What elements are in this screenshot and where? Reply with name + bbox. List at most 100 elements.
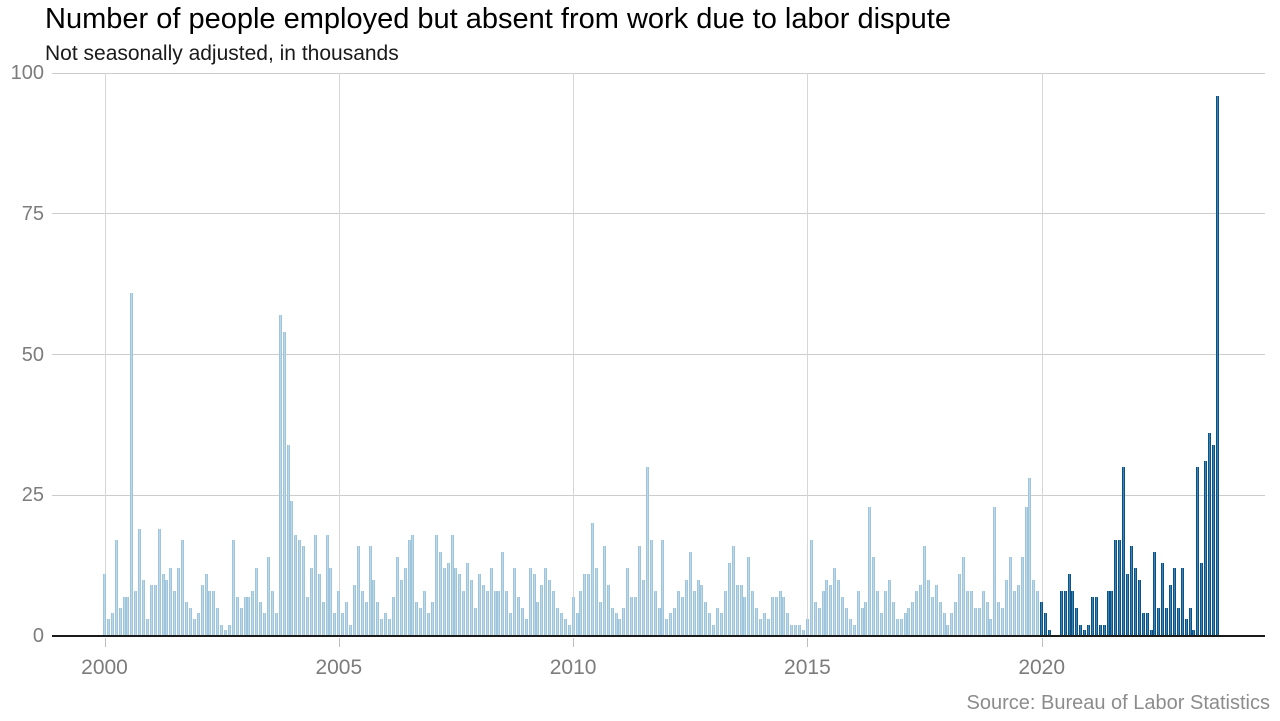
bar — [860, 607, 864, 636]
bar — [395, 557, 399, 636]
bar — [325, 534, 329, 636]
gridline-v-2005 — [338, 73, 340, 636]
bar — [493, 590, 497, 636]
bar — [1024, 506, 1028, 636]
bar — [188, 607, 192, 636]
bar — [727, 562, 731, 636]
bar — [626, 568, 630, 636]
bar — [536, 602, 540, 636]
bar — [950, 613, 954, 636]
bar — [942, 613, 946, 636]
bar — [1063, 590, 1067, 636]
x-tick-label-2000: 2000 — [81, 656, 128, 679]
bar — [598, 602, 602, 636]
bar — [130, 292, 134, 636]
bar — [1028, 478, 1032, 636]
bar — [497, 590, 501, 636]
bar — [1192, 630, 1196, 636]
bar — [786, 613, 790, 636]
bar — [114, 540, 118, 636]
y-tick-label-50: 50 — [21, 343, 44, 366]
bar — [657, 607, 661, 636]
bar — [985, 602, 989, 636]
bar — [899, 619, 903, 636]
bar — [766, 619, 770, 636]
bar — [282, 331, 286, 636]
bar — [138, 529, 142, 636]
gridline-h-25 — [52, 494, 1265, 496]
bar — [216, 607, 220, 636]
bar — [1098, 624, 1102, 636]
bar — [563, 619, 567, 636]
bar — [673, 607, 677, 636]
bar — [126, 596, 130, 636]
bar — [251, 590, 255, 636]
bar — [579, 590, 583, 636]
bar — [798, 624, 802, 636]
bar — [302, 545, 306, 636]
plot-area — [52, 72, 1265, 637]
bar — [962, 557, 966, 636]
bar — [122, 596, 126, 636]
bar — [915, 590, 919, 636]
bar — [794, 624, 798, 636]
bar — [1172, 568, 1176, 636]
bar — [239, 607, 243, 636]
bar — [368, 545, 372, 636]
bar — [337, 590, 341, 636]
bar — [407, 540, 411, 636]
bar — [313, 534, 317, 636]
bar — [1040, 602, 1044, 636]
bar — [774, 596, 778, 636]
bar — [1036, 590, 1040, 636]
bar — [309, 568, 313, 636]
bar — [1079, 624, 1083, 636]
bar — [391, 596, 395, 636]
bar — [1130, 545, 1133, 636]
bar — [1176, 607, 1180, 636]
bar — [329, 568, 333, 636]
bar — [458, 574, 462, 636]
bar — [1110, 590, 1114, 636]
bar — [555, 607, 559, 636]
bar — [634, 596, 638, 636]
bar — [923, 545, 927, 636]
bar — [1196, 467, 1200, 636]
bar — [614, 613, 618, 636]
bar — [466, 562, 470, 636]
bar — [1212, 444, 1216, 636]
bar — [622, 607, 626, 636]
bar — [989, 619, 993, 636]
y-tick-label-100: 100 — [10, 62, 44, 84]
bar — [630, 596, 634, 636]
bar — [1161, 562, 1165, 636]
x-tick-label-2010: 2010 — [549, 656, 597, 679]
bar — [759, 619, 763, 636]
bar — [958, 574, 962, 636]
bar — [610, 607, 614, 636]
bar — [1067, 574, 1071, 636]
bar — [333, 613, 337, 636]
bar — [263, 613, 267, 636]
bar — [575, 613, 579, 636]
bar — [677, 590, 681, 636]
x-tick-2020 — [1041, 638, 1043, 647]
bar — [747, 557, 751, 636]
bar — [552, 590, 556, 636]
bar — [1005, 579, 1009, 636]
bar — [895, 619, 899, 636]
bar — [450, 534, 454, 636]
bar — [595, 568, 599, 636]
bar — [1087, 624, 1091, 636]
bar — [559, 613, 563, 636]
bar — [192, 619, 196, 636]
bar — [969, 590, 973, 636]
bar — [977, 607, 981, 636]
bar — [571, 596, 575, 636]
bar — [1215, 95, 1219, 636]
bar — [1153, 551, 1157, 636]
bar — [181, 540, 185, 636]
bar — [528, 568, 532, 636]
bar — [911, 602, 915, 636]
bar — [680, 596, 684, 636]
